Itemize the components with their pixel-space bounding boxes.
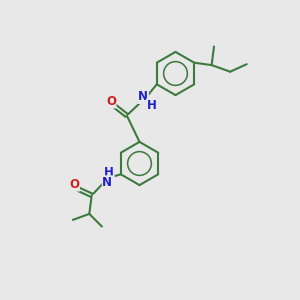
Text: H: H xyxy=(104,166,114,179)
Text: H: H xyxy=(147,99,157,112)
Text: N: N xyxy=(102,176,112,189)
Text: O: O xyxy=(69,178,79,191)
Text: O: O xyxy=(106,95,116,108)
Text: N: N xyxy=(138,90,148,104)
